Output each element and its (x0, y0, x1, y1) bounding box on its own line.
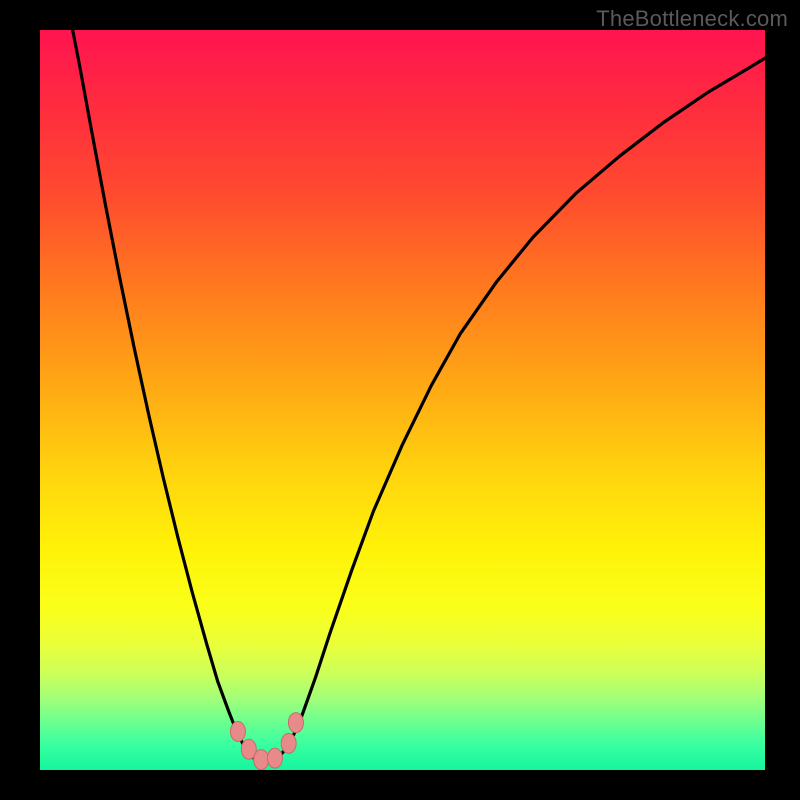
curve-marker (254, 750, 269, 770)
curve-marker (267, 748, 282, 768)
plot-frame (0, 0, 800, 800)
curve-marker (281, 733, 296, 753)
bottleneck-curve (73, 30, 765, 763)
chart-svg-layer (40, 30, 765, 770)
curve-marker (230, 722, 245, 742)
watermark-text: TheBottleneck.com (596, 6, 788, 32)
plot-area (40, 30, 765, 770)
curve-marker (288, 713, 303, 733)
